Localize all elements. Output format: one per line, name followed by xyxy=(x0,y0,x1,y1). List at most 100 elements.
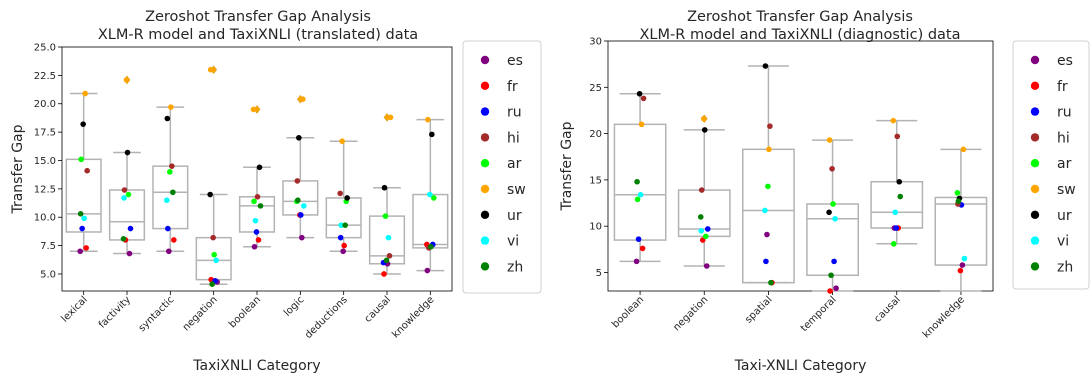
point-vi-negation xyxy=(213,257,219,264)
point-ru-lexical xyxy=(79,225,85,232)
x-tick-label: spatial xyxy=(743,294,774,325)
point-sw-causal xyxy=(890,117,897,124)
point-hi-temporal xyxy=(829,165,835,172)
chart-title: Zeroshot Transfer Gap Analysis xyxy=(687,9,913,25)
legend-marker-fr xyxy=(1030,81,1040,91)
point-zh-boolean xyxy=(634,178,640,185)
x-tick-label: causal xyxy=(872,294,902,324)
point-ur-spatial xyxy=(762,63,769,69)
x-axis-label: TaxiXNLI Category xyxy=(192,358,320,374)
chart-title: Zeroshot Transfer Gap Analysis xyxy=(145,9,371,25)
x-tick-label: negation xyxy=(181,294,220,333)
point-zh-spatial xyxy=(768,279,774,286)
point-sw-logic xyxy=(300,96,306,103)
legend-label-es: es xyxy=(1057,53,1073,69)
box-body xyxy=(108,189,146,241)
box-body xyxy=(806,203,860,277)
point-sw-causal xyxy=(387,114,394,121)
point-zh-negation xyxy=(209,281,215,287)
y-axis: 5 10 15 20 25 30 xyxy=(589,37,608,279)
point-ar-spatial xyxy=(765,183,771,190)
point-zh-causal xyxy=(897,193,904,200)
point-hi-logic xyxy=(294,178,301,184)
legend-label-ur: ur xyxy=(507,208,522,224)
point-zh-boolean xyxy=(257,203,264,209)
point-fr-causal xyxy=(381,271,387,277)
point-sw-boolean xyxy=(638,121,645,128)
legend-label-hi: hi xyxy=(1057,130,1070,146)
chart-1: Zeroshot Transfer Gap Analysis XLM-R mode… xyxy=(10,9,542,374)
x-tick-label: lexical xyxy=(59,294,89,324)
point-zh-deductions xyxy=(342,222,348,228)
point-vi-syntactic xyxy=(164,197,170,204)
y-tick-label: 30 xyxy=(589,37,602,48)
legend-label-hi: hi xyxy=(507,130,520,146)
y-tick-label: 5 xyxy=(596,268,602,279)
x-tick-label: knowledge xyxy=(390,294,436,340)
point-ur-syntactic xyxy=(164,115,171,122)
box-body xyxy=(742,148,795,284)
x-tick-label: factivity xyxy=(97,294,133,330)
point-ru-deductions xyxy=(337,234,344,241)
point-zh-knowledge xyxy=(955,198,962,204)
box-body xyxy=(412,193,449,249)
point-ur-deductions xyxy=(344,195,350,201)
legend-label-zh: zh xyxy=(507,259,523,275)
box-body xyxy=(613,123,667,241)
point-fr-boolean xyxy=(255,237,262,243)
point-ur-lexical xyxy=(80,121,86,127)
point-es-lexical xyxy=(77,248,83,255)
point-vi-causal xyxy=(892,209,899,216)
legend-marker-ru xyxy=(480,107,490,116)
box-body xyxy=(152,165,189,230)
legend-marker-es xyxy=(1030,55,1040,65)
x-tick-label: deductions xyxy=(303,294,350,341)
point-ar-negation xyxy=(702,233,709,240)
point-sw-factivity xyxy=(123,77,130,83)
point-fr-boolean xyxy=(639,245,646,252)
point-vi-lexical xyxy=(81,215,87,222)
legend-marker-hi xyxy=(480,133,490,142)
y-tick-label: 15 xyxy=(589,175,602,186)
point-ur-negation xyxy=(207,191,213,198)
legend-marker-es xyxy=(480,55,490,65)
point-sw-negation xyxy=(207,66,214,73)
y-tick-label: 10.0 xyxy=(34,213,56,224)
point-zh-negation xyxy=(697,214,704,220)
point-vi-factivity xyxy=(121,195,127,201)
point-es-boolean xyxy=(633,258,640,265)
legend: es fr ru hi ar sw ur vi zh xyxy=(462,40,542,294)
point-vi-temporal xyxy=(832,215,838,222)
point-hi-lexical xyxy=(84,167,90,174)
x-axis-label: Taxi-XNLI Category xyxy=(734,358,867,374)
legend-frame xyxy=(462,40,542,294)
point-ru-syntactic xyxy=(165,225,171,232)
point-hi-syntactic xyxy=(169,163,175,169)
point-ur-logic xyxy=(296,134,302,141)
point-zh-lexical xyxy=(77,211,84,217)
point-vi-boolean xyxy=(637,191,644,198)
point-vi-boolean xyxy=(252,217,259,224)
x-tick-label: boolean xyxy=(227,294,263,330)
legend-label-fr: fr xyxy=(507,79,518,95)
point-ur-boolean xyxy=(636,90,643,97)
y-axis-label: Transfer Gap xyxy=(10,124,26,214)
point-ar-boolean xyxy=(634,196,641,203)
legend-label-ur: ur xyxy=(1057,208,1072,224)
point-ur-boolean xyxy=(256,164,263,171)
point-es-deductions xyxy=(340,248,346,255)
box-causal xyxy=(368,113,406,275)
chart-2: Zeroshot Transfer Gap Analysis XLM-R mode… xyxy=(559,9,1090,374)
point-vi-causal xyxy=(385,234,392,241)
boxes xyxy=(65,65,449,285)
legend-marker-hi xyxy=(1030,133,1040,142)
point-ru-causal xyxy=(893,225,900,231)
point-ur-causal xyxy=(381,184,388,191)
y-tick-label: 5.0 xyxy=(40,269,56,280)
y-tick-label: 22.5 xyxy=(34,71,56,82)
box-body xyxy=(195,236,232,281)
point-hi-negation xyxy=(210,234,216,241)
x-tick-label: negation xyxy=(671,294,710,333)
legend-label-es: es xyxy=(507,53,523,69)
legend-label-ar: ar xyxy=(507,156,522,172)
